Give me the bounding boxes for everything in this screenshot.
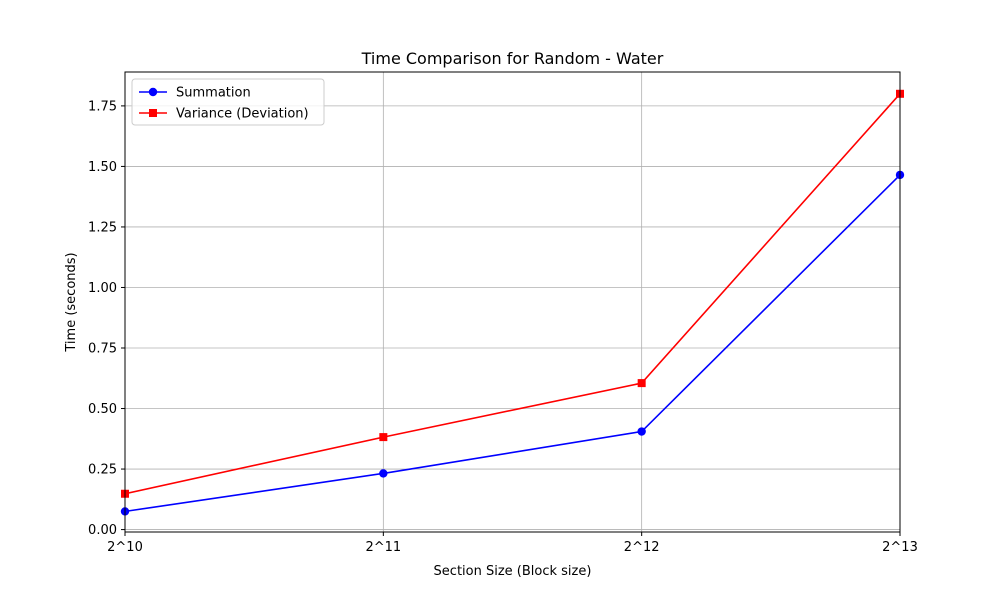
- data-point: [379, 469, 388, 478]
- y-axis-label: Time (seconds): [64, 252, 79, 352]
- legend-label: Summation: [176, 86, 251, 101]
- data-point: [379, 433, 388, 442]
- legend-label: Variance (Deviation): [176, 107, 309, 122]
- y-tick-label: 1.00: [88, 281, 117, 296]
- legend-marker: [149, 109, 157, 117]
- x-tick-label: 2^13: [882, 540, 918, 555]
- y-tick-label: 1.25: [88, 220, 117, 235]
- series-line-summation: [124, 174, 901, 513]
- ticks: 2^10 2^11 2^12 2^13 0.00 0.25 0.50 0.75 1.00 1.25…: [88, 99, 918, 555]
- legend-marker: [148, 87, 158, 97]
- x-tick-label: 2^11: [365, 540, 401, 555]
- chart-title: Time Comparison for Random - Water: [361, 49, 664, 68]
- y-tick-label: 0.00: [88, 523, 117, 538]
- data-point: [637, 379, 646, 388]
- plot-frame: [124, 71, 901, 533]
- x-axis-label: Section Size (Block size): [434, 564, 592, 579]
- data-point: [637, 427, 646, 436]
- y-tick-label: 0.50: [88, 402, 117, 417]
- x-tick-label: 2^12: [624, 540, 660, 555]
- grid: [124, 72, 901, 532]
- y-tick-label: 1.50: [88, 160, 117, 175]
- legend-box: [131, 78, 325, 126]
- y-tick-label: 0.75: [88, 342, 117, 357]
- series-line-variance: [124, 93, 901, 495]
- y-tick-label: 1.75: [88, 99, 117, 114]
- legend: Summation Variance (Deviation): [131, 78, 325, 126]
- x-tick-label: 2^10: [107, 540, 143, 555]
- series-layer: [120, 89, 905, 516]
- y-tick-label: 0.25: [88, 463, 117, 478]
